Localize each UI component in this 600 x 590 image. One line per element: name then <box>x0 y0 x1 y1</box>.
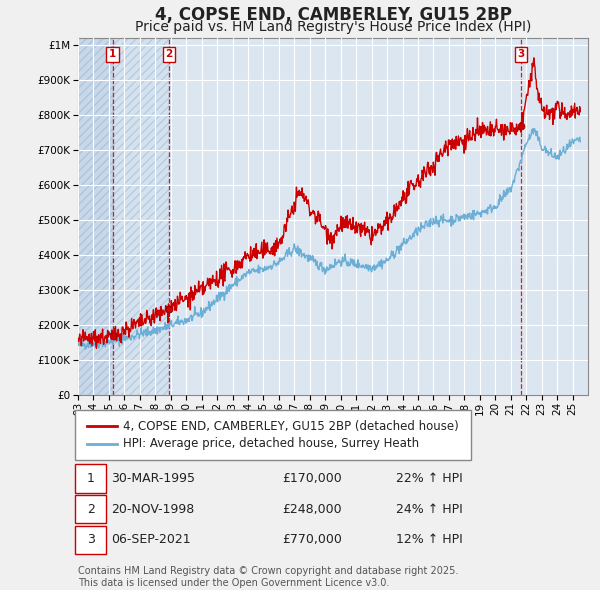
Text: 3: 3 <box>86 533 95 546</box>
Text: 1: 1 <box>109 50 116 60</box>
Text: 12% ↑ HPI: 12% ↑ HPI <box>396 533 463 546</box>
Text: 2: 2 <box>166 50 173 60</box>
Text: 30-MAR-1995: 30-MAR-1995 <box>111 472 195 485</box>
Text: HPI: Average price, detached house, Surrey Heath: HPI: Average price, detached house, Surr… <box>123 437 419 451</box>
Text: 1: 1 <box>86 472 95 485</box>
Text: Contains HM Land Registry data © Crown copyright and database right 2025.
This d: Contains HM Land Registry data © Crown c… <box>78 566 458 588</box>
Text: £248,000: £248,000 <box>282 503 341 516</box>
Text: £170,000: £170,000 <box>282 472 342 485</box>
Text: 2: 2 <box>86 503 95 516</box>
Text: 3: 3 <box>518 50 525 60</box>
Text: 22% ↑ HPI: 22% ↑ HPI <box>396 472 463 485</box>
Text: Price paid vs. HM Land Registry's House Price Index (HPI): Price paid vs. HM Land Registry's House … <box>135 19 531 34</box>
Bar <box>113 38 169 395</box>
Text: 4, COPSE END, CAMBERLEY, GU15 2BP: 4, COPSE END, CAMBERLEY, GU15 2BP <box>155 6 511 24</box>
Bar <box>78 38 113 395</box>
Text: 20-NOV-1998: 20-NOV-1998 <box>111 503 194 516</box>
Text: 06-SEP-2021: 06-SEP-2021 <box>111 533 191 546</box>
Text: 24% ↑ HPI: 24% ↑ HPI <box>396 503 463 516</box>
Text: £770,000: £770,000 <box>282 533 342 546</box>
Text: 4, COPSE END, CAMBERLEY, GU15 2BP (detached house): 4, COPSE END, CAMBERLEY, GU15 2BP (detac… <box>123 419 459 433</box>
